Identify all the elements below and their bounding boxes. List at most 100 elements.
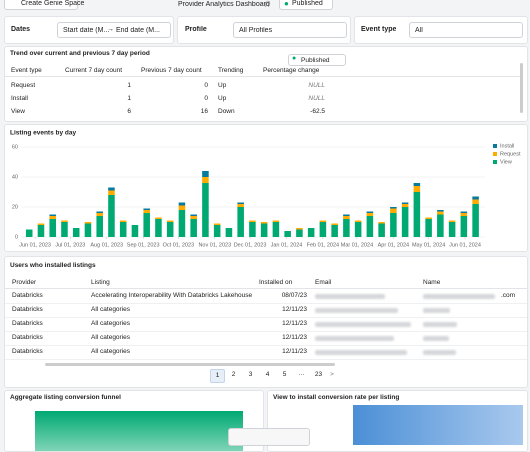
bar-segment <box>108 190 115 195</box>
header-rule <box>5 288 527 289</box>
profile-value: All Profiles <box>239 27 273 34</box>
publish-status: Published <box>292 0 323 7</box>
bar-segment <box>61 220 68 222</box>
x-tick-label: May 01, 2024 <box>412 242 445 248</box>
start-date: Start date (M... <box>63 27 110 34</box>
page-button[interactable]: 5 <box>282 371 287 378</box>
profile-select[interactable]: All Profiles <box>233 22 347 38</box>
x-tick-label: Feb 01, 2024 <box>307 242 339 248</box>
column-header: Provider <box>12 279 37 286</box>
end-date: End date (M... <box>116 27 160 34</box>
table-cell: All categories <box>91 306 131 313</box>
page-button[interactable]: 3 <box>248 371 253 378</box>
page-button[interactable]: 4 <box>265 371 270 378</box>
table-cell: All categories <box>91 334 131 341</box>
bar-segment <box>190 216 197 219</box>
bar-segment <box>354 220 362 222</box>
bar-segment <box>413 192 421 237</box>
x-tick-label: Nov 01, 2023 <box>198 242 231 248</box>
column-header: Listing <box>91 279 110 286</box>
bar-segment <box>202 177 209 183</box>
table-cell: 1 <box>127 95 131 102</box>
column-header: Current 7 day count <box>65 67 123 74</box>
trend-badge[interactable]: ● Published <box>288 54 346 66</box>
bar-segment <box>96 213 103 216</box>
bar-segment <box>178 202 186 206</box>
event-select[interactable]: All <box>409 22 523 38</box>
star-icon[interactable]: ☆ <box>263 0 272 9</box>
bar-segment <box>319 222 327 237</box>
scrollbar <box>45 363 335 366</box>
x-tick-label: Jun 01, 2024 <box>449 242 481 248</box>
bar-segment <box>155 219 162 237</box>
page-button[interactable]: 23 <box>314 371 323 378</box>
bar-segment <box>61 222 68 237</box>
bar-segment <box>319 220 327 222</box>
bar-segment <box>448 220 456 222</box>
bar-segment <box>213 225 221 237</box>
bar-segment <box>401 207 409 237</box>
table-cell: Databricks <box>12 306 43 313</box>
bar-segment <box>190 219 197 237</box>
bar-segment <box>190 214 197 216</box>
table-cell: Databricks <box>12 292 43 299</box>
dates-filter: Dates Start date (M... → End date (M... <box>4 16 174 44</box>
publish-badge[interactable]: ● Published <box>279 0 333 10</box>
users-panel: Users who installed listings Provider Lis… <box>4 256 528 388</box>
table-cell: Up <box>218 95 227 102</box>
column-header: Percentage change <box>263 67 320 74</box>
bar-segment <box>460 211 468 213</box>
genie-button[interactable]: Create Genie Space <box>4 0 84 10</box>
table-cell: 08/07/23 <box>281 292 307 299</box>
x-tick-label: Jun 01, 2023 <box>19 242 51 248</box>
status-dot: ● <box>284 0 289 8</box>
bar-segment <box>237 204 244 207</box>
bar-segment <box>343 214 350 216</box>
bar-segment <box>225 228 233 237</box>
bar-segment <box>307 228 315 237</box>
genie-button-text: Create Genie Space <box>21 0 85 7</box>
bar-segment <box>249 222 256 237</box>
bar-segment <box>296 229 303 237</box>
blurred-name <box>423 350 456 355</box>
bar-segment <box>413 186 421 192</box>
bar-segment <box>437 214 444 237</box>
table-cell: 0 <box>204 95 208 102</box>
bar-segment <box>119 222 127 237</box>
bar-segment <box>343 219 350 237</box>
page-button[interactable]: 2 <box>231 371 236 378</box>
conversion-title: View to install conversion rate per list… <box>273 394 400 401</box>
bar-segment <box>119 220 127 222</box>
table-cell: Up <box>218 82 227 89</box>
blurred-name <box>423 294 495 299</box>
bar-segment <box>37 225 45 237</box>
blurred-email <box>315 350 407 355</box>
bar-segment <box>96 211 103 213</box>
date-range[interactable]: Start date (M... → End date (M... <box>57 22 171 38</box>
toolbar[interactable] <box>228 428 310 446</box>
bar-segment <box>108 187 115 191</box>
chart: Listing events by day 0 20 40 60 Jun 01, 202… <box>10 130 521 249</box>
y-tick-label: 20 <box>12 204 18 210</box>
legend-swatch <box>493 144 497 148</box>
row-rule <box>5 317 527 318</box>
table-cell: 0 <box>204 82 208 89</box>
page-button[interactable]: ··· <box>298 371 305 378</box>
next-page[interactable]: > <box>330 371 334 378</box>
bar-segment <box>413 183 421 186</box>
arrow: → <box>107 26 114 33</box>
x-tick-label: Jan 01, 2024 <box>271 242 303 248</box>
header-rule <box>5 76 520 77</box>
bar-segment <box>425 217 432 219</box>
bar-segment <box>49 216 56 219</box>
bar-segment <box>390 213 397 237</box>
bar-segment <box>166 220 174 222</box>
event-value: All <box>415 27 423 34</box>
table-cell: 12/11/23 <box>282 334 307 341</box>
legend-label: Install <box>500 143 514 149</box>
bar-segment <box>390 208 397 213</box>
bar-segment <box>96 216 103 237</box>
page-button[interactable]: 1 <box>210 369 225 383</box>
table-cell: NULL <box>308 82 325 89</box>
blurred-name <box>423 308 450 313</box>
